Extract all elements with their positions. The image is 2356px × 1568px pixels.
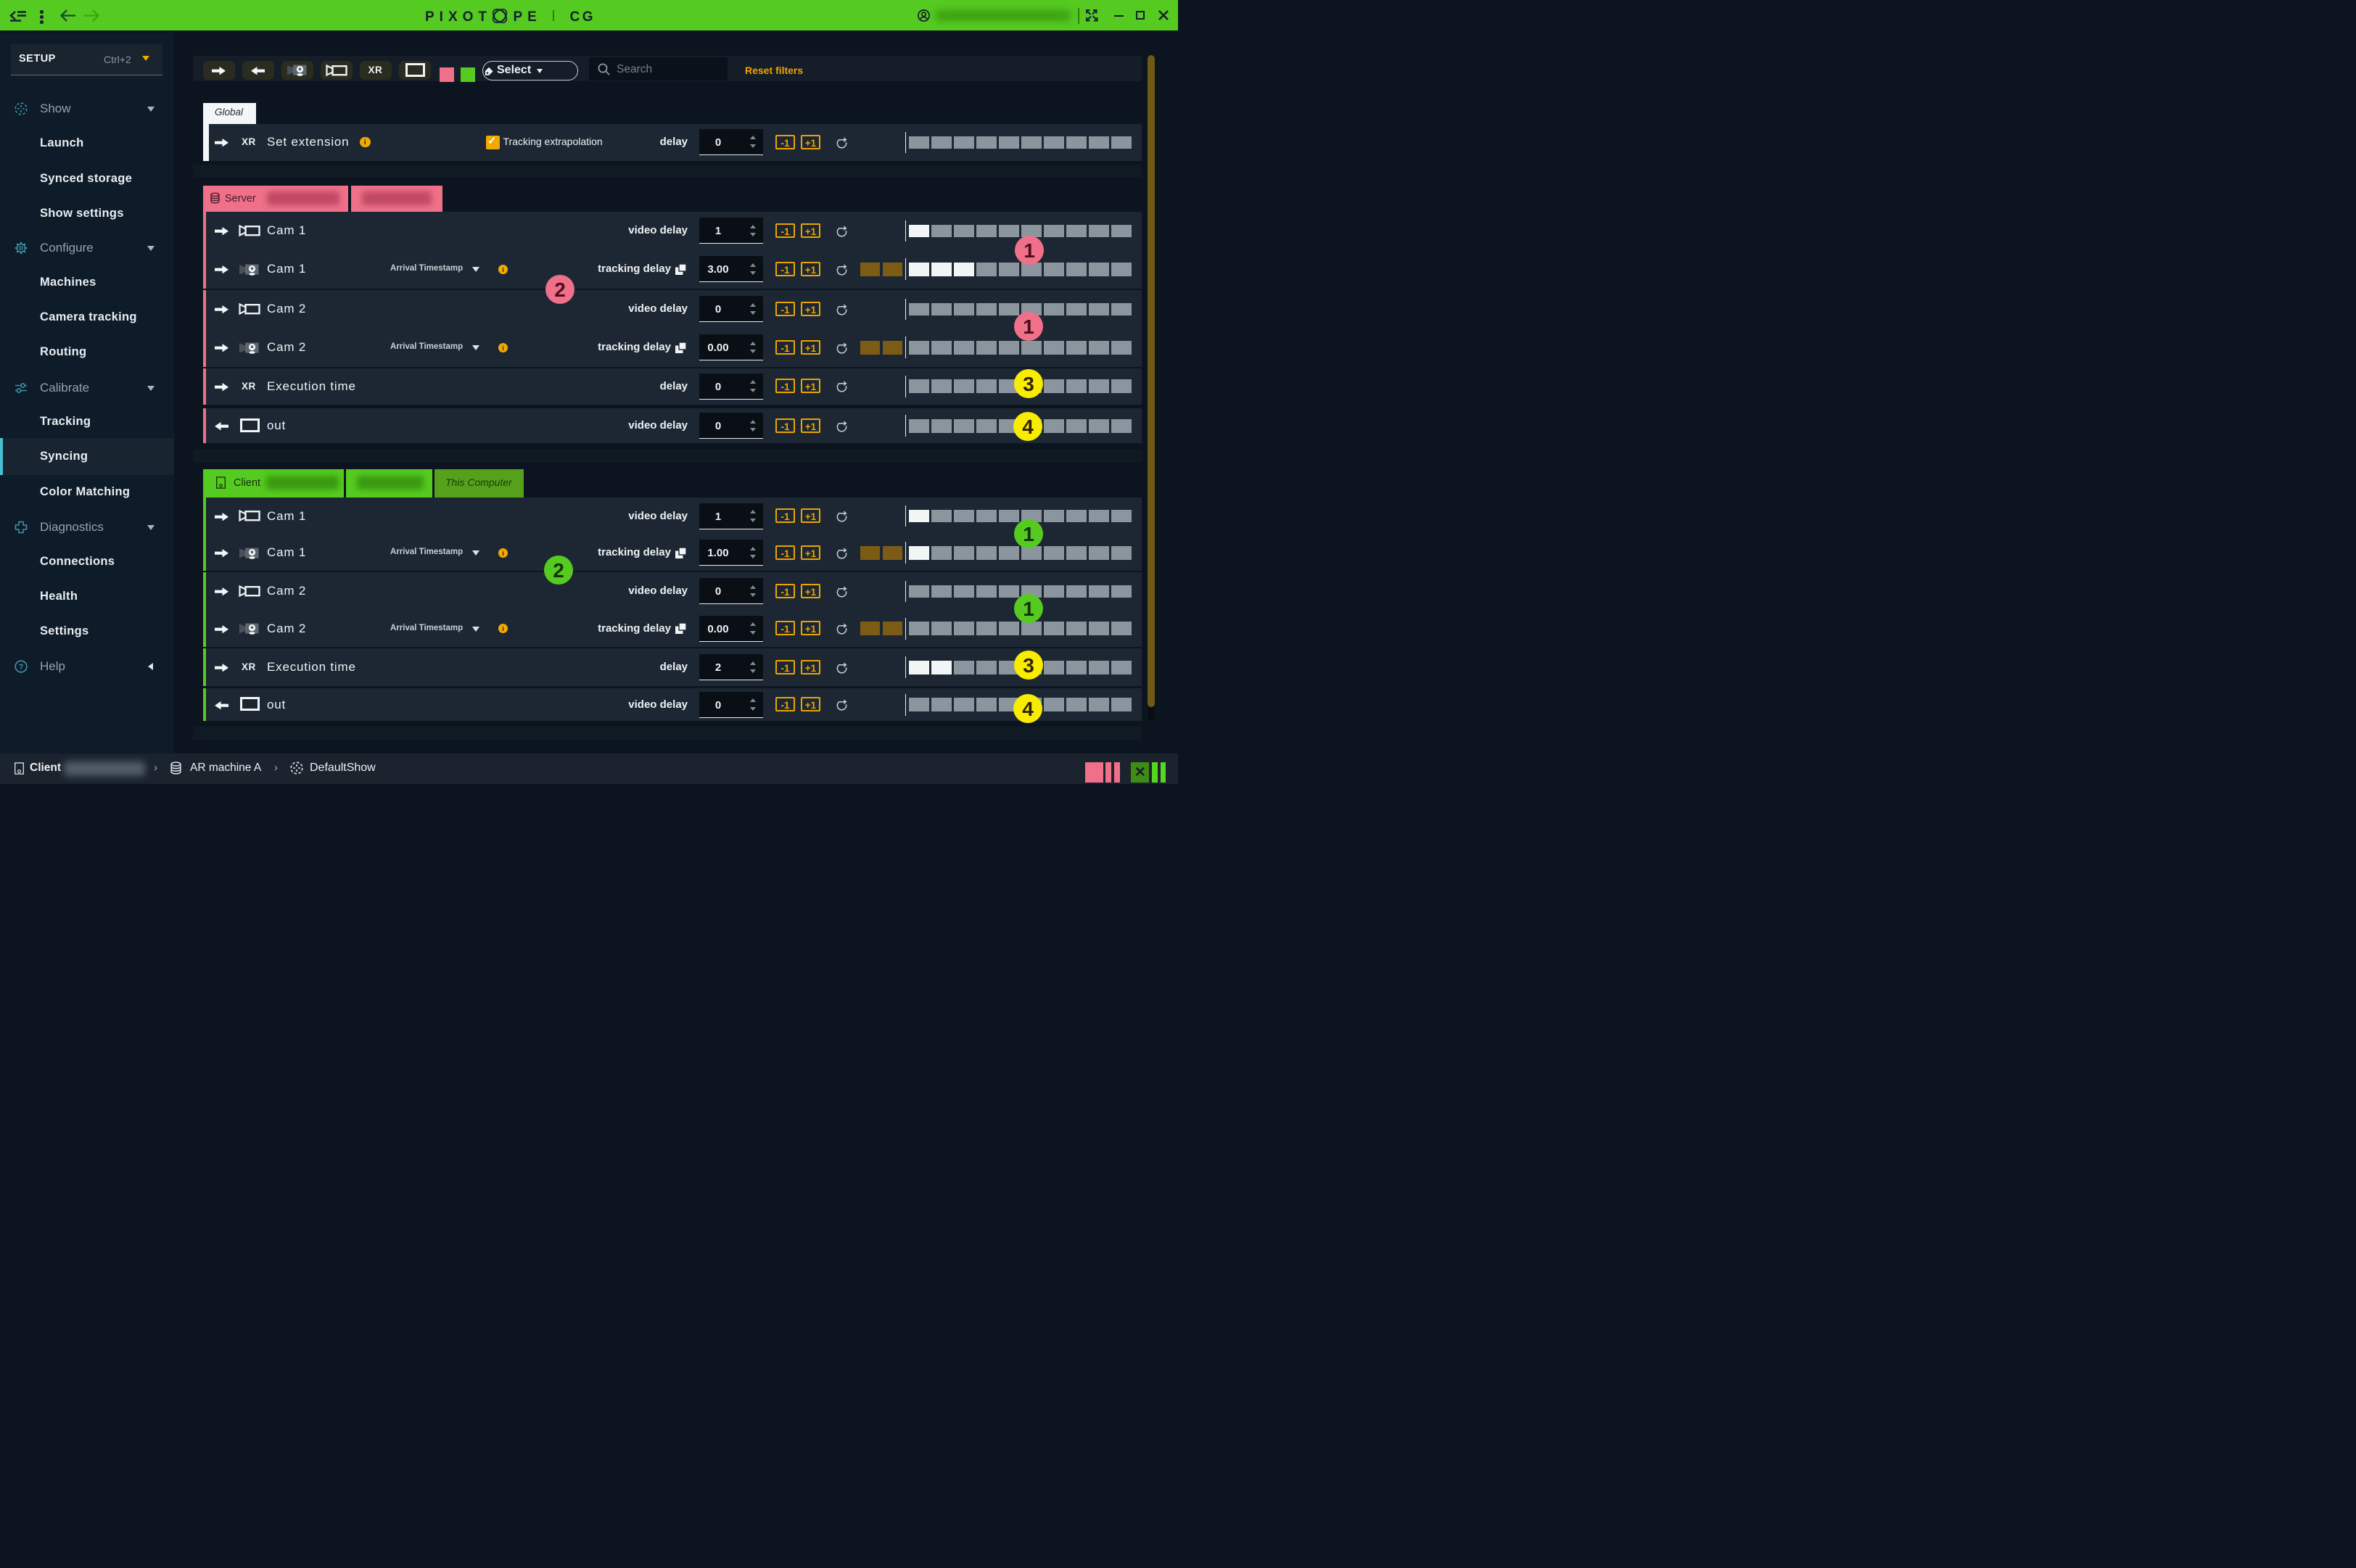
svg-text:?: ? (19, 663, 24, 672)
